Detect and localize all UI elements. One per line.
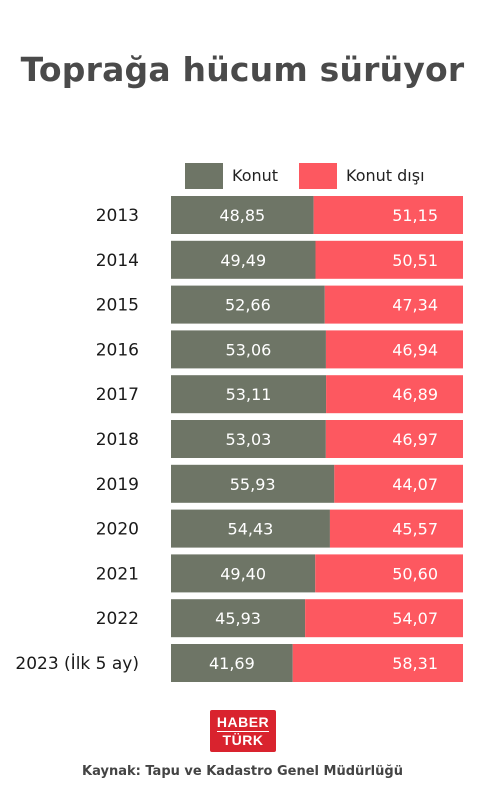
bar-segment-konut (171, 509, 330, 548)
value-label-konut-disi: 47,34 (392, 296, 438, 315)
year-label: 2013 (96, 206, 139, 226)
value-label-konut-disi: 44,07 (392, 475, 438, 494)
year-label: 2014 (96, 251, 139, 271)
year-label: 2021 (96, 564, 139, 584)
value-label-konut: 49,49 (220, 251, 266, 270)
bar-segment-konut (171, 196, 314, 234)
legend-swatch-konut (185, 163, 223, 189)
legend-label-konut: Konut (232, 166, 279, 185)
bar-segment-konut-disi (325, 420, 463, 458)
legend-label-konut-disi: Konut dışı (346, 166, 425, 185)
value-label-konut: 41,69 (209, 654, 255, 673)
bar-segment-konut-disi (315, 240, 463, 279)
year-label: 2017 (96, 385, 139, 405)
value-label-konut-disi: 50,51 (392, 251, 438, 270)
bar-segment-konut (171, 420, 326, 458)
value-label-konut: 45,93 (215, 609, 261, 628)
value-label-konut: 48,85 (219, 206, 265, 225)
legend: Konut Konut dışı (0, 163, 485, 189)
bar-segment-konut (171, 330, 326, 369)
value-label-konut: 52,66 (225, 296, 271, 315)
bar-segment-konut (171, 599, 306, 638)
bar-segment-konut-disi (324, 285, 463, 324)
value-label-konut: 53,11 (226, 385, 272, 404)
value-label-konut: 55,93 (230, 475, 276, 494)
bar-segment-konut-disi (315, 554, 463, 593)
year-label: 2019 (96, 475, 139, 495)
bar-segment-konut-disi (325, 330, 463, 369)
value-label-konut-disi: 46,89 (392, 385, 438, 404)
logo-bottom-text: TÜRK (222, 732, 264, 748)
year-label: 2018 (96, 430, 139, 450)
value-label-konut-disi: 45,57 (392, 520, 438, 539)
bar-segment-konut-disi (329, 509, 463, 548)
value-label-konut: 54,43 (228, 520, 274, 539)
year-label: 2022 (96, 609, 139, 629)
value-label-konut: 53,06 (226, 340, 272, 359)
logo-divider (217, 731, 269, 732)
legend-swatch-konut-disi (299, 163, 337, 189)
bar-segment-konut (171, 464, 335, 503)
bar-segment-konut-disi (305, 599, 463, 638)
year-label: 2023 (İlk 5 ay) (15, 653, 139, 674)
bar-segment-konut-disi (292, 644, 463, 682)
value-label-konut-disi: 46,94 (392, 340, 438, 359)
year-label: 2020 (96, 520, 139, 540)
chart-title: Toprağa hücum sürüyor (20, 50, 465, 89)
bar-segment-konut (171, 644, 293, 682)
haberturk-logo: HABER TÜRK (210, 710, 276, 752)
bar-segment-konut (171, 240, 316, 279)
value-label-konut-disi: 50,60 (392, 564, 438, 583)
bar-segment-konut (171, 554, 316, 593)
value-label-konut: 49,40 (220, 564, 266, 583)
value-label-konut-disi: 51,15 (392, 206, 438, 225)
year-label: 2015 (96, 296, 139, 316)
bar-segment-konut-disi (326, 375, 463, 414)
bar-segment-konut (171, 285, 325, 324)
value-label-konut: 53,03 (226, 430, 272, 449)
value-label-konut-disi: 54,07 (392, 609, 438, 628)
bar-segment-konut (171, 375, 327, 414)
value-label-konut-disi: 58,31 (392, 654, 438, 673)
source-note: Kaynak: Tapu ve Kadastro Genel Müdürlüğü (82, 764, 403, 779)
value-label-konut-disi: 46,97 (392, 430, 438, 449)
bar-segment-konut-disi (334, 464, 463, 503)
logo-top-text: HABER (216, 714, 270, 730)
bar-segment-konut-disi (313, 196, 463, 234)
year-label: 2016 (96, 340, 139, 360)
